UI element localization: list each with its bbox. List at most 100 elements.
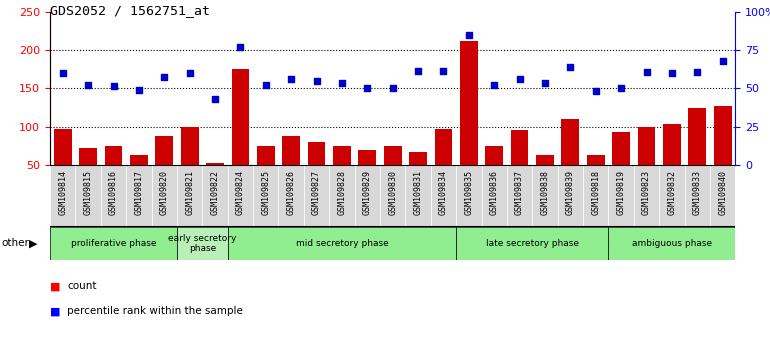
Bar <box>330 165 355 227</box>
Text: GSM109817: GSM109817 <box>135 170 143 215</box>
Text: GSM109824: GSM109824 <box>236 170 245 215</box>
Bar <box>228 165 253 227</box>
Point <box>336 80 348 86</box>
Point <box>285 76 297 81</box>
Text: GSM109829: GSM109829 <box>363 170 372 215</box>
Text: GSM109818: GSM109818 <box>591 170 601 215</box>
Point <box>666 70 678 76</box>
Bar <box>130 155 148 165</box>
Bar <box>203 165 228 227</box>
Bar <box>587 155 604 165</box>
Text: GSM109825: GSM109825 <box>261 170 270 215</box>
Bar <box>279 165 304 227</box>
Bar <box>481 165 507 227</box>
Text: GSM109840: GSM109840 <box>718 170 727 215</box>
Text: GSM109830: GSM109830 <box>388 170 397 215</box>
Bar <box>612 132 630 165</box>
Bar <box>532 165 557 227</box>
Bar <box>409 152 427 165</box>
Bar <box>105 145 122 165</box>
Bar <box>156 136 173 165</box>
Text: GSM109820: GSM109820 <box>159 170 169 215</box>
Bar <box>608 227 735 260</box>
Text: percentile rank within the sample: percentile rank within the sample <box>67 306 243 316</box>
Bar <box>688 108 706 165</box>
Text: count: count <box>67 281 96 291</box>
Point <box>361 85 373 91</box>
Bar <box>460 41 477 165</box>
Bar <box>257 145 275 165</box>
Point <box>259 82 272 88</box>
Bar <box>557 165 583 227</box>
Text: GSM109819: GSM109819 <box>617 170 626 215</box>
Point <box>590 88 602 93</box>
Text: mid secretory phase: mid secretory phase <box>296 239 388 248</box>
Point <box>437 68 450 74</box>
Text: GSM109828: GSM109828 <box>337 170 346 215</box>
Bar <box>152 165 177 227</box>
Point <box>158 74 170 80</box>
Bar <box>561 119 579 165</box>
Point <box>641 69 653 75</box>
Text: proliferative phase: proliferative phase <box>71 239 156 248</box>
Bar <box>283 136 300 165</box>
Text: GSM109836: GSM109836 <box>490 170 499 215</box>
Bar <box>430 165 456 227</box>
Bar <box>456 165 481 227</box>
Bar <box>101 165 126 227</box>
Point <box>387 86 399 91</box>
Bar <box>333 145 351 165</box>
Text: other: other <box>2 238 29 249</box>
Bar <box>177 165 203 227</box>
Bar <box>181 126 199 165</box>
Text: GSM109832: GSM109832 <box>668 170 676 215</box>
Bar <box>50 165 75 227</box>
Point <box>56 70 69 76</box>
Point <box>691 69 704 75</box>
Bar <box>663 124 681 165</box>
Bar <box>536 155 554 165</box>
Point <box>107 84 119 89</box>
Bar <box>383 145 402 165</box>
Point <box>412 68 424 74</box>
Bar <box>228 227 456 260</box>
Point <box>564 64 577 70</box>
Point <box>209 96 221 102</box>
Text: GDS2052 / 1562751_at: GDS2052 / 1562751_at <box>50 4 210 17</box>
Point <box>463 32 475 38</box>
Bar <box>710 165 735 227</box>
Text: GSM109833: GSM109833 <box>693 170 701 215</box>
Text: GSM109827: GSM109827 <box>312 170 321 215</box>
Text: GSM109837: GSM109837 <box>515 170 524 215</box>
Bar <box>359 150 377 165</box>
Bar <box>253 165 279 227</box>
Bar <box>583 165 608 227</box>
Text: early secretory
phase: early secretory phase <box>168 234 236 253</box>
Point <box>615 86 628 91</box>
Bar <box>206 163 224 165</box>
Bar <box>79 148 97 165</box>
Bar <box>685 165 710 227</box>
Bar <box>75 165 101 227</box>
Bar <box>714 106 732 165</box>
Bar <box>380 165 405 227</box>
Bar <box>456 227 608 260</box>
Text: GSM109814: GSM109814 <box>59 170 67 215</box>
Bar <box>634 165 659 227</box>
Text: ■: ■ <box>50 306 61 316</box>
Point <box>310 78 323 84</box>
Text: ambiguous phase: ambiguous phase <box>632 239 712 248</box>
Bar <box>308 142 326 165</box>
Bar <box>355 165 380 227</box>
Bar <box>434 129 452 165</box>
Point <box>183 70 196 76</box>
Text: GSM109823: GSM109823 <box>642 170 651 215</box>
Text: late secretory phase: late secretory phase <box>486 239 579 248</box>
Bar <box>177 227 228 260</box>
Bar <box>659 165 685 227</box>
Point <box>717 58 729 64</box>
Point <box>539 80 551 86</box>
Text: GSM109835: GSM109835 <box>464 170 474 215</box>
Text: GSM109815: GSM109815 <box>84 170 92 215</box>
Text: GSM109831: GSM109831 <box>413 170 423 215</box>
